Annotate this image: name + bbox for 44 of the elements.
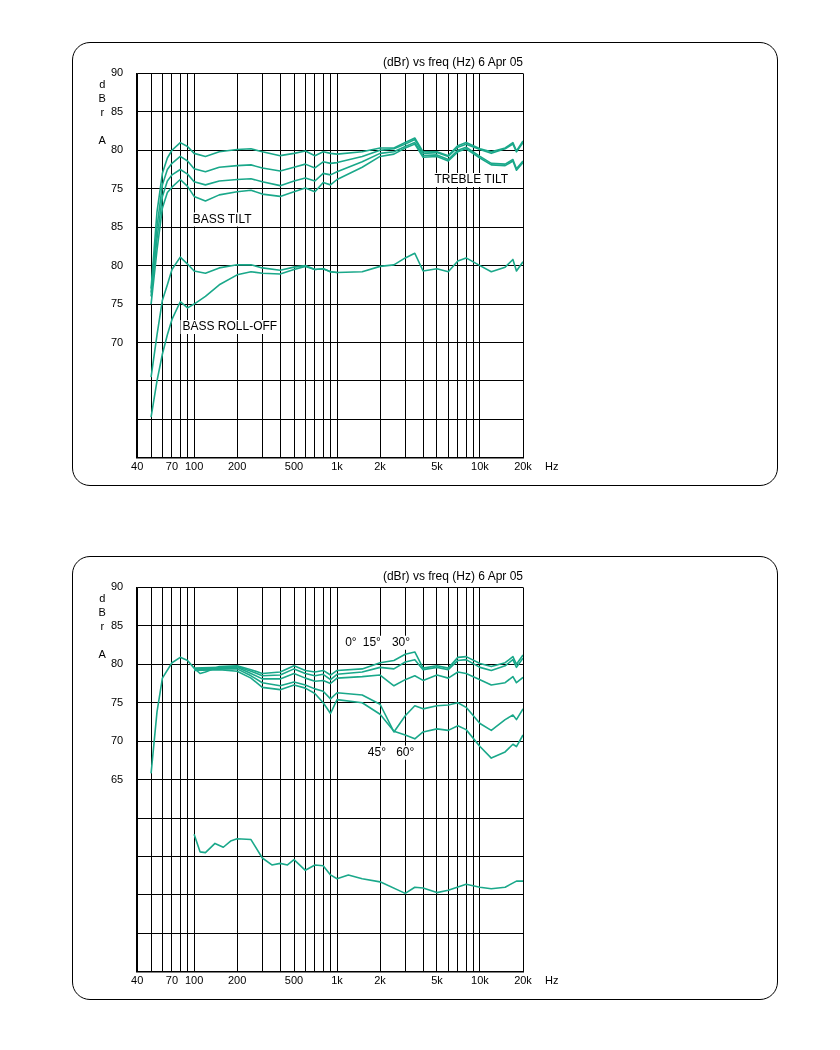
y-tick-label: 85 xyxy=(110,104,124,117)
x-tick-label: 20k xyxy=(514,974,533,987)
x-axis-title: Hz xyxy=(545,460,559,473)
x-tick-label: 70 xyxy=(165,974,179,987)
x-tick-label: 10k xyxy=(471,974,490,987)
y-tick-label: 80 xyxy=(110,657,124,670)
x-tick-label: 5k xyxy=(431,460,444,473)
y-tick-label: 75 xyxy=(110,181,124,194)
x-tick-label: 500 xyxy=(284,974,304,987)
x-tick-label: 2k xyxy=(374,974,387,987)
annotation: 30° xyxy=(391,635,411,650)
annotation: BASS ROLL-OFF xyxy=(182,319,278,334)
y-tick-label: 90 xyxy=(110,66,124,79)
x-axis-title: Hz xyxy=(545,974,559,987)
text: dBrA xyxy=(98,78,106,147)
x-tick-label: 40 xyxy=(131,974,144,987)
x-tick-label: 100 xyxy=(184,460,204,473)
x-tick-label: 20k xyxy=(514,460,533,473)
y-tick-label: 90 xyxy=(110,580,124,593)
x-tick-label: 2k xyxy=(374,460,387,473)
x-tick-label: 200 xyxy=(227,974,247,987)
y-tick-label: 75 xyxy=(110,695,124,708)
x-tick-label: 100 xyxy=(184,974,204,987)
annotation: BASS TILT xyxy=(192,211,253,226)
x-tick-label: 10k xyxy=(471,460,490,473)
x-tick-label: 500 xyxy=(284,460,304,473)
annotation: 60° xyxy=(396,745,415,759)
text: dBrA xyxy=(98,592,106,661)
x-tick-label: 1k xyxy=(331,974,344,987)
x-tick-label: 5k xyxy=(431,974,444,987)
x-tick-label: 1k xyxy=(331,460,344,473)
chart-title: (dBr) vs freq (Hz) 6 Apr 05 xyxy=(382,54,524,69)
annotation: 0° xyxy=(345,635,357,650)
y-tick-label: 65 xyxy=(110,772,124,785)
annotation: 15° xyxy=(362,635,382,650)
y-tick-label: 80 xyxy=(110,143,124,156)
y-tick-label: 85 xyxy=(110,618,124,631)
annotation: TREBLE TILT xyxy=(434,172,509,187)
y-tick-label: 70 xyxy=(110,734,124,747)
chart-title: (dBr) vs freq (Hz) 6 Apr 05 xyxy=(382,568,524,583)
x-tick-label: 70 xyxy=(165,460,179,473)
annotation: 45° xyxy=(367,745,387,759)
x-tick-label: 40 xyxy=(131,460,144,473)
x-tick-label: 200 xyxy=(227,460,247,473)
